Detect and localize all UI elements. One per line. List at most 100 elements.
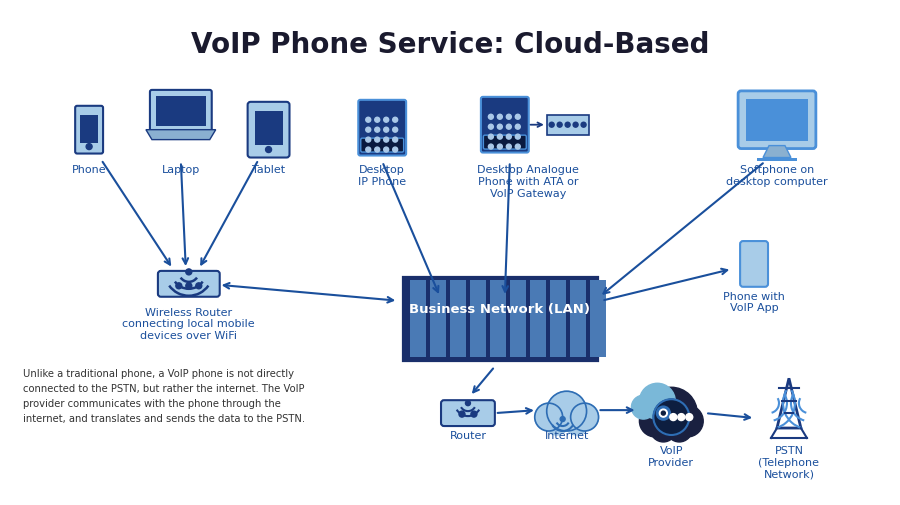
- FancyBboxPatch shape: [590, 280, 606, 358]
- FancyBboxPatch shape: [156, 96, 206, 126]
- FancyBboxPatch shape: [570, 280, 586, 358]
- Circle shape: [383, 138, 389, 143]
- Text: Unlike a traditional phone, a VoIP phone is not directly
connected to the PSTN, : Unlike a traditional phone, a VoIP phone…: [23, 369, 305, 423]
- Circle shape: [651, 416, 676, 442]
- FancyBboxPatch shape: [255, 112, 283, 145]
- Circle shape: [516, 135, 520, 140]
- FancyBboxPatch shape: [150, 91, 212, 132]
- Text: Laptop: Laptop: [162, 165, 200, 175]
- Circle shape: [196, 283, 202, 289]
- Circle shape: [365, 138, 371, 143]
- Circle shape: [507, 135, 511, 140]
- Text: Internet: Internet: [544, 430, 589, 440]
- Circle shape: [560, 417, 565, 422]
- Circle shape: [489, 115, 493, 120]
- FancyBboxPatch shape: [470, 280, 486, 358]
- Circle shape: [516, 145, 520, 150]
- Circle shape: [489, 135, 493, 140]
- FancyBboxPatch shape: [400, 274, 599, 364]
- FancyBboxPatch shape: [509, 280, 526, 358]
- Circle shape: [498, 115, 502, 120]
- Circle shape: [489, 145, 493, 150]
- Text: Desktop Analogue
Phone with ATA or
VoIP Gateway: Desktop Analogue Phone with ATA or VoIP …: [477, 165, 579, 198]
- Text: Business Network (LAN): Business Network (LAN): [410, 302, 590, 316]
- Polygon shape: [763, 146, 791, 158]
- FancyBboxPatch shape: [546, 116, 589, 135]
- FancyBboxPatch shape: [740, 241, 768, 287]
- FancyBboxPatch shape: [746, 99, 808, 141]
- FancyBboxPatch shape: [450, 280, 466, 358]
- Circle shape: [535, 403, 562, 431]
- FancyBboxPatch shape: [550, 280, 565, 358]
- Circle shape: [392, 128, 398, 133]
- Circle shape: [374, 138, 380, 143]
- Circle shape: [86, 144, 92, 150]
- FancyBboxPatch shape: [248, 103, 290, 158]
- Circle shape: [471, 411, 477, 417]
- Circle shape: [374, 118, 380, 123]
- Circle shape: [671, 406, 703, 437]
- Circle shape: [498, 135, 502, 140]
- Circle shape: [392, 118, 398, 123]
- Circle shape: [185, 269, 192, 275]
- Circle shape: [365, 148, 371, 153]
- Circle shape: [678, 414, 685, 421]
- Text: Tablet: Tablet: [252, 165, 285, 175]
- Text: VoIP
Provider: VoIP Provider: [648, 445, 694, 467]
- Circle shape: [489, 125, 493, 130]
- Circle shape: [266, 147, 272, 153]
- Circle shape: [632, 395, 655, 419]
- Circle shape: [365, 118, 371, 123]
- Circle shape: [374, 148, 380, 153]
- Circle shape: [645, 387, 698, 439]
- Circle shape: [516, 115, 520, 120]
- Circle shape: [564, 411, 589, 435]
- FancyBboxPatch shape: [80, 116, 98, 143]
- Text: Desktop
IP Phone: Desktop IP Phone: [358, 165, 406, 187]
- FancyBboxPatch shape: [738, 92, 816, 149]
- FancyBboxPatch shape: [530, 280, 545, 358]
- FancyBboxPatch shape: [483, 136, 526, 150]
- Circle shape: [459, 411, 465, 417]
- Circle shape: [498, 145, 502, 150]
- Circle shape: [557, 123, 562, 128]
- Circle shape: [639, 383, 675, 419]
- Circle shape: [507, 125, 511, 130]
- Polygon shape: [146, 130, 216, 140]
- Text: Phone with
VoIP App: Phone with VoIP App: [723, 291, 785, 313]
- Circle shape: [662, 411, 665, 415]
- Circle shape: [656, 407, 670, 420]
- Circle shape: [392, 148, 398, 153]
- Circle shape: [185, 283, 192, 289]
- Text: PSTN
(Telephone
Network): PSTN (Telephone Network): [759, 445, 820, 478]
- Text: Router: Router: [449, 430, 486, 440]
- Circle shape: [573, 123, 578, 128]
- FancyBboxPatch shape: [481, 97, 529, 153]
- Circle shape: [465, 401, 471, 406]
- Circle shape: [374, 128, 380, 133]
- Circle shape: [383, 118, 389, 123]
- FancyBboxPatch shape: [76, 107, 104, 154]
- Circle shape: [383, 128, 389, 133]
- Circle shape: [660, 410, 667, 417]
- Circle shape: [516, 125, 520, 130]
- FancyBboxPatch shape: [430, 280, 446, 358]
- Circle shape: [581, 123, 586, 128]
- Circle shape: [639, 406, 671, 437]
- Circle shape: [565, 123, 570, 128]
- FancyBboxPatch shape: [410, 280, 426, 358]
- Circle shape: [653, 399, 689, 435]
- Circle shape: [670, 414, 677, 421]
- Text: Wireless Router
connecting local mobile
devices over WiFi: Wireless Router connecting local mobile …: [122, 307, 255, 340]
- Text: Phone: Phone: [72, 165, 106, 175]
- Circle shape: [392, 138, 398, 143]
- Text: Softphone on
desktop computer: Softphone on desktop computer: [726, 165, 828, 187]
- Circle shape: [507, 145, 511, 150]
- Circle shape: [686, 414, 693, 421]
- FancyBboxPatch shape: [158, 271, 220, 297]
- Text: VoIP Phone Service: Cloud-Based: VoIP Phone Service: Cloud-Based: [191, 31, 709, 59]
- Circle shape: [498, 125, 502, 130]
- Circle shape: [549, 123, 554, 128]
- Circle shape: [546, 391, 587, 431]
- FancyBboxPatch shape: [358, 100, 406, 156]
